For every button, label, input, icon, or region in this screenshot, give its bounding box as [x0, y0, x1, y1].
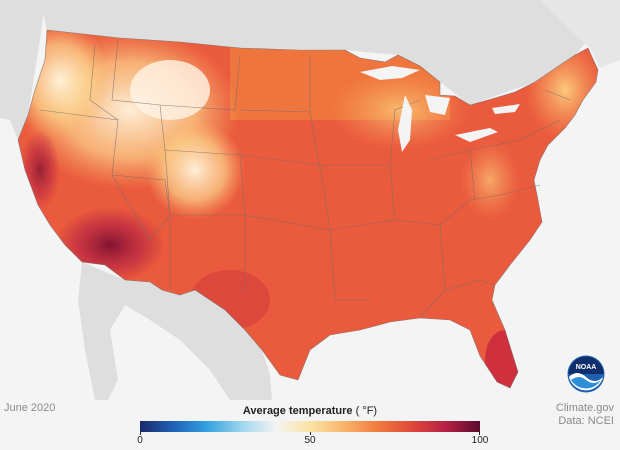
legend-tick-mid: 50 [304, 435, 316, 446]
legend-title-text: Average temperature [242, 405, 353, 417]
credit-source: Climate.gov [555, 402, 614, 414]
legend-tick-mark-mid [310, 432, 311, 435]
legend-tick-max: 100 [471, 435, 489, 446]
temperature-color-scale [140, 421, 480, 432]
noaa-logo-text: NOAA [576, 364, 597, 371]
neighboring-land [0, 0, 620, 400]
credits: Climate.gov Data: NCEI [556, 402, 614, 428]
state-borders [17, 29, 599, 389]
legend-unit: ( °F) [355, 405, 378, 417]
date-label: June 2020 [4, 402, 56, 414]
legend-tick-mark-min [140, 432, 141, 435]
legend-tick-mark-max [479, 432, 480, 435]
credit-data: Data: NCEI [558, 415, 614, 427]
noaa-logo: NOAA [567, 355, 605, 393]
legend-tick-min: 0 [137, 435, 143, 446]
great-lakes [360, 66, 520, 152]
temperature-map [0, 0, 620, 400]
legend-title: Average temperature ( °F) [140, 405, 480, 417]
